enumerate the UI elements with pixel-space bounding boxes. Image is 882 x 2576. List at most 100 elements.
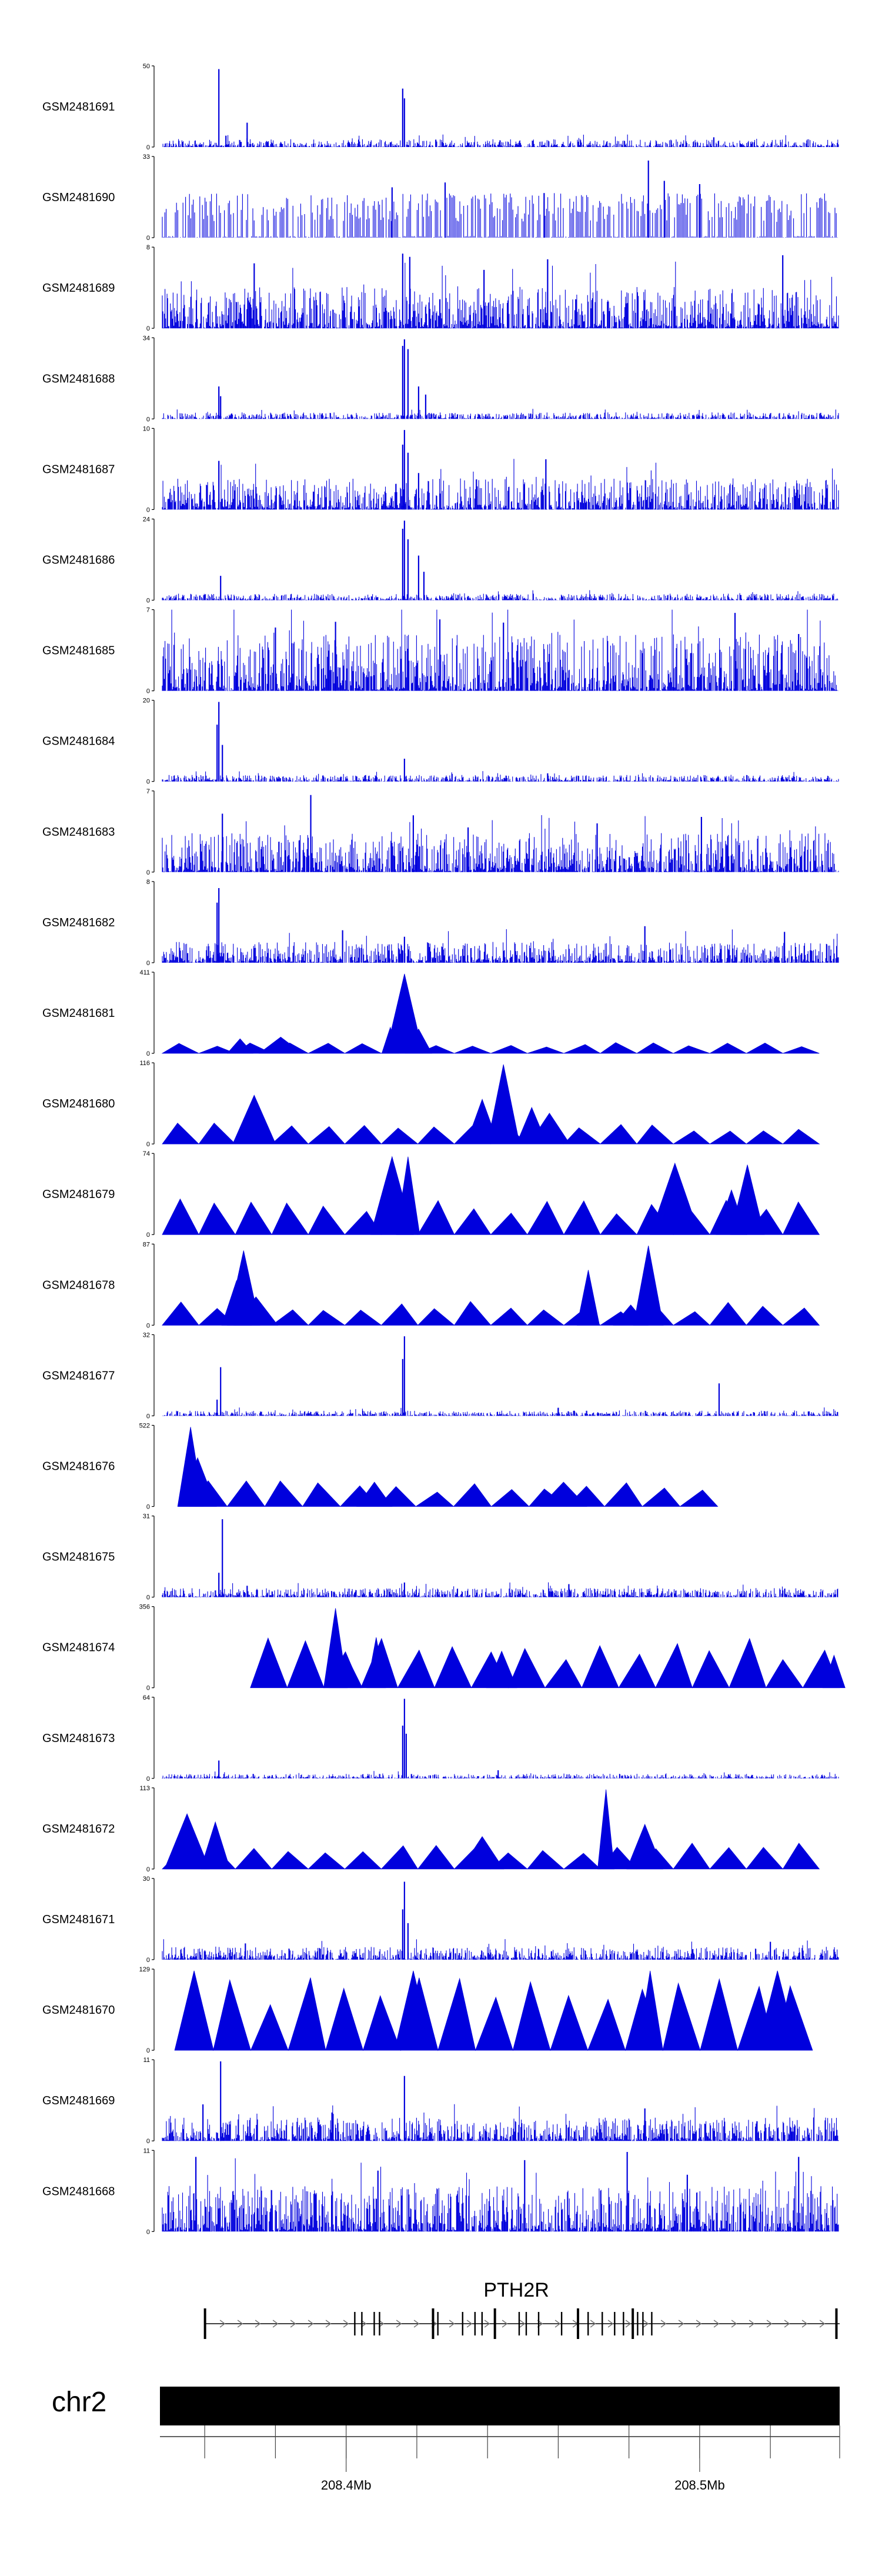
peak-2 bbox=[200, 1821, 230, 1870]
y-tick-label-max: 30 bbox=[143, 1876, 150, 1883]
track-GSM2481680: GSM2481680 116 0 bbox=[42, 1060, 820, 1148]
peak-2 bbox=[356, 1481, 393, 1507]
strand-chevron bbox=[360, 2320, 367, 2328]
exon-15 bbox=[576, 2308, 579, 2339]
track-GSM2481677: GSM2481677 32 0 bbox=[42, 1332, 839, 1420]
track-label: GSM2481688 bbox=[42, 372, 115, 385]
y-tick-label-max: 411 bbox=[139, 969, 150, 976]
exon-19 bbox=[623, 2312, 624, 2335]
y-tick-label-max: 8 bbox=[146, 244, 150, 251]
track-GSM2481674: GSM2481674 356 0 bbox=[42, 1604, 846, 1692]
y-tick-label-zero: 0 bbox=[146, 688, 150, 695]
y-tick-label-zero: 0 bbox=[146, 1957, 150, 1964]
y-tick-label-zero: 0 bbox=[146, 1322, 150, 1329]
track-label: GSM2481676 bbox=[42, 1460, 115, 1473]
peak-2 bbox=[366, 1637, 386, 1689]
peak-1 bbox=[164, 1813, 210, 1870]
peak-3 bbox=[626, 1823, 663, 1870]
strand-chevron bbox=[696, 2320, 702, 2328]
strand-chevron bbox=[272, 2320, 279, 2328]
track-label: GSM2481680 bbox=[42, 1097, 115, 1110]
peak-4 bbox=[258, 1036, 303, 1054]
y-tick-label-max: 8 bbox=[146, 879, 150, 886]
track-GSM2481678: GSM2481678 87 0 bbox=[42, 1241, 820, 1329]
exon-14 bbox=[560, 2312, 563, 2335]
exon-24 bbox=[835, 2308, 838, 2339]
y-tick-label-zero: 0 bbox=[146, 325, 150, 332]
exon-4 bbox=[379, 2312, 380, 2335]
track-GSM2481675: GSM2481675 31 0 bbox=[42, 1513, 839, 1601]
axis-label-1: 208.5Mb bbox=[674, 2478, 725, 2492]
track-label: GSM2481679 bbox=[42, 1188, 115, 1201]
y-tick-label-zero: 0 bbox=[146, 1141, 150, 1148]
signal-bars bbox=[162, 590, 838, 600]
exon-17 bbox=[602, 2312, 603, 2335]
signal-area bbox=[189, 1480, 719, 1507]
track-GSM2481679: GSM2481679 74 0 bbox=[42, 1150, 820, 1239]
signal-bars bbox=[162, 609, 839, 691]
y-tick-label-zero: 0 bbox=[146, 1776, 150, 1783]
strand-chevron bbox=[413, 2320, 420, 2328]
y-tick-label-max: 50 bbox=[143, 63, 150, 70]
peak-1 bbox=[178, 1457, 217, 1507]
strand-chevron bbox=[660, 2320, 667, 2328]
exon-7 bbox=[462, 2312, 463, 2335]
exon-8 bbox=[474, 2312, 476, 2335]
y-tick-label-max: 113 bbox=[139, 1785, 150, 1792]
peak-3 bbox=[486, 1650, 517, 1689]
y-tick-label-max: 129 bbox=[139, 1966, 150, 1973]
exon-9 bbox=[481, 2312, 483, 2335]
y-tick-label-zero: 0 bbox=[146, 2047, 150, 2054]
strand-chevron bbox=[625, 2320, 632, 2328]
signal-bars bbox=[162, 1771, 839, 1778]
exon-22 bbox=[642, 2312, 644, 2335]
y-tick-label-zero: 0 bbox=[146, 960, 150, 967]
peak-2 bbox=[637, 1970, 663, 2051]
strand-chevron bbox=[308, 2320, 314, 2328]
track-label: GSM2481686 bbox=[42, 554, 115, 567]
y-tick-label-zero: 0 bbox=[146, 1594, 150, 1601]
y-tick-label-max: 24 bbox=[143, 516, 150, 523]
strand-chevron bbox=[237, 2320, 243, 2328]
exon-13 bbox=[537, 2312, 540, 2335]
chromosome-bar bbox=[160, 2387, 840, 2425]
strand-chevron bbox=[784, 2320, 790, 2328]
y-tick-label-zero: 0 bbox=[146, 1050, 150, 1057]
peak-1 bbox=[394, 1970, 433, 2051]
y-tick-label-zero: 0 bbox=[146, 1232, 150, 1239]
peak-2 bbox=[650, 1162, 700, 1235]
peak-3 bbox=[577, 1270, 600, 1326]
strand-chevron bbox=[396, 2320, 402, 2328]
peak-4 bbox=[822, 1654, 846, 1689]
track-label: GSM2481670 bbox=[42, 2004, 115, 2017]
y-tick-label-max: 116 bbox=[139, 1060, 150, 1067]
gene-name: PTH2R bbox=[483, 2279, 549, 2301]
y-tick-label-zero: 0 bbox=[146, 416, 150, 423]
y-tick-label-max: 34 bbox=[143, 335, 150, 342]
y-tick-label-max: 32 bbox=[143, 1332, 150, 1339]
strand-chevron bbox=[519, 2320, 526, 2328]
y-tick-label-max: 10 bbox=[143, 425, 150, 432]
peak-1 bbox=[466, 1099, 499, 1144]
peak-0 bbox=[633, 1246, 664, 1326]
track-GSM2481687: GSM2481687 10 0 bbox=[42, 425, 839, 513]
track-label: GSM2481691 bbox=[42, 101, 115, 114]
strand-chevron bbox=[554, 2320, 561, 2328]
track-GSM2481673: GSM2481673 64 0 bbox=[42, 1694, 839, 1783]
signal-bars bbox=[162, 2104, 839, 2141]
exon-20 bbox=[632, 2308, 634, 2339]
signal-area bbox=[175, 1977, 813, 2051]
y-tick-label-max: 356 bbox=[139, 1604, 150, 1611]
track-label: GSM2481682 bbox=[42, 916, 115, 929]
track-GSM2481668: GSM2481668 11 0 bbox=[42, 2147, 839, 2235]
track-label: GSM2481672 bbox=[42, 1823, 115, 1836]
track-GSM2481670: GSM2481670 129 0 bbox=[42, 1966, 813, 2054]
track-label: GSM2481671 bbox=[42, 1913, 115, 1926]
track-label: GSM2481669 bbox=[42, 2094, 115, 2107]
signal-tracks: GSM2481691500GSM2481690330GSM248168980GS… bbox=[42, 63, 846, 2235]
signal-bars bbox=[162, 1407, 839, 1416]
peak-1 bbox=[396, 1156, 420, 1235]
strand-chevron bbox=[801, 2320, 808, 2328]
y-tick-label-max: 11 bbox=[143, 2147, 150, 2154]
